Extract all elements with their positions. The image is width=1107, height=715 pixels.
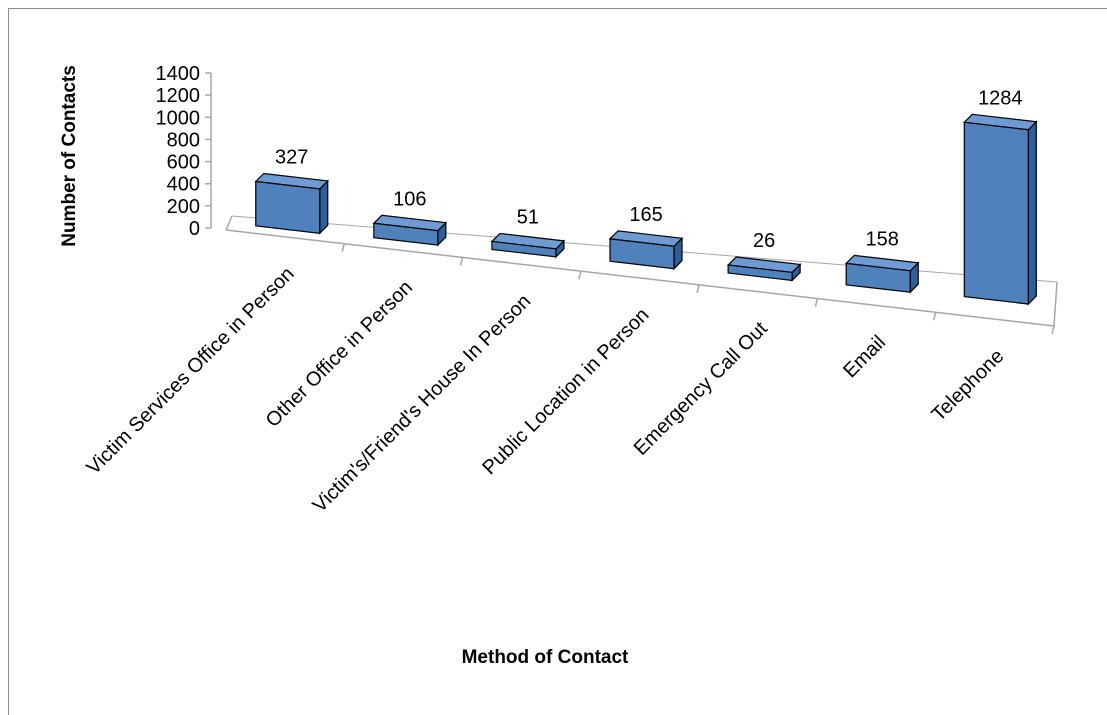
value-label: 165 xyxy=(629,204,662,226)
bar xyxy=(963,113,1038,306)
bar-front xyxy=(255,180,321,234)
category-label: Emergency Call Out xyxy=(630,317,772,459)
floor-left-edge xyxy=(225,215,233,231)
bar xyxy=(490,232,566,259)
x-tick xyxy=(696,284,700,294)
y-tick-label: 1200 xyxy=(156,85,201,107)
bar-front xyxy=(727,264,793,282)
y-tick-label: 1400 xyxy=(156,63,201,85)
bar xyxy=(608,230,684,271)
bar xyxy=(372,214,448,247)
bar-front xyxy=(845,262,911,293)
bar xyxy=(844,254,920,294)
category-label: Telephone xyxy=(928,345,1009,426)
x-tick xyxy=(459,257,464,266)
category-label: Victim Services Office in Person xyxy=(82,263,298,479)
category-label: Email xyxy=(839,331,890,382)
bar-front xyxy=(963,121,1029,305)
value-labels: 327 106 51 165 26 158 1284 xyxy=(275,87,1022,252)
y-tick-label: 400 xyxy=(167,174,200,196)
value-label: 158 xyxy=(866,228,899,250)
y-tick-label: 200 xyxy=(167,196,200,218)
x-tick xyxy=(1051,325,1055,335)
bar xyxy=(726,256,802,282)
category-label: Other Office in Person xyxy=(262,277,417,432)
bar-side xyxy=(319,179,329,235)
bar-side xyxy=(1027,120,1037,306)
x-tick xyxy=(578,270,582,280)
y-tick-label: 600 xyxy=(167,152,200,174)
bars xyxy=(254,113,1038,306)
value-label: 106 xyxy=(393,188,426,210)
x-tick xyxy=(932,312,937,321)
y-axis-title: Number of Contacts xyxy=(59,65,80,247)
bar-front xyxy=(609,238,675,270)
value-label: 1284 xyxy=(978,87,1023,109)
y-tick-label: 0 xyxy=(189,218,200,240)
x-tick xyxy=(341,243,346,252)
y-tick-label: 1000 xyxy=(156,107,201,129)
x-axis-title: Method of Contact xyxy=(462,647,629,668)
bar-front xyxy=(491,240,557,258)
bar xyxy=(254,172,330,235)
chart-frame xyxy=(8,8,1107,715)
value-label: 327 xyxy=(275,147,308,169)
bar-front xyxy=(373,222,439,246)
value-label: 26 xyxy=(753,230,775,252)
category-label: Victim's/Friend's House In Person xyxy=(309,290,536,517)
y-tick-label: 800 xyxy=(167,129,200,151)
x-tick xyxy=(814,298,819,307)
value-label: 51 xyxy=(517,206,539,228)
